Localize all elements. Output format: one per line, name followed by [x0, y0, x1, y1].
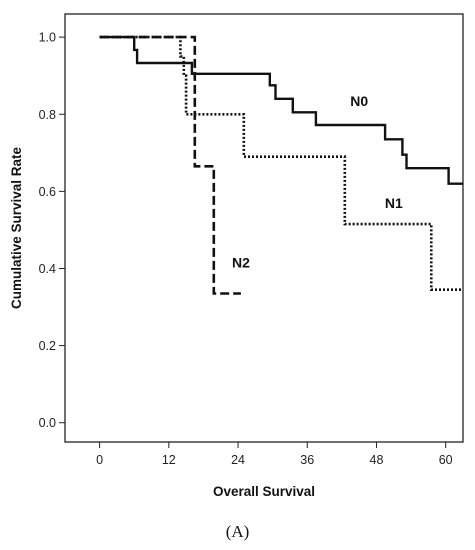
series-label-n0: N0 [350, 93, 368, 109]
x-tick-label: 0 [96, 453, 103, 467]
series-n1-line [99, 35, 463, 291]
y-tick-label: 0.0 [39, 416, 56, 430]
series-label-n1: N1 [385, 195, 403, 211]
plot-frame [64, 13, 464, 443]
y-tick-label: 0.4 [39, 262, 56, 276]
x-axis: 0 12 24 36 48 60 [96, 442, 453, 467]
x-tick-label: 36 [300, 453, 314, 467]
y-tick-label: 0.6 [39, 185, 56, 199]
y-tick-label: 0.8 [39, 108, 56, 122]
y-axis: 0.0 0.2 0.4 0.6 0.8 1.0 [39, 31, 65, 430]
x-tick-label: 48 [370, 453, 384, 467]
series-n2-line [99, 35, 241, 295]
x-tick-label: 60 [439, 453, 453, 467]
x-tick-label: 12 [162, 453, 176, 467]
series-layer [99, 35, 463, 295]
panel-label: (A) [225, 522, 250, 541]
series-n0-line [99, 35, 463, 185]
y-tick-label: 1.0 [39, 31, 56, 45]
y-axis-title: Cumulative Survival Rate [9, 146, 24, 309]
x-tick-label: 24 [231, 453, 245, 467]
series-label-n2: N2 [232, 255, 250, 271]
series-labels: N0 N1 N2 [232, 93, 403, 271]
y-tick-label: 0.2 [39, 339, 56, 353]
x-axis-title: Overall Survival [213, 484, 315, 499]
